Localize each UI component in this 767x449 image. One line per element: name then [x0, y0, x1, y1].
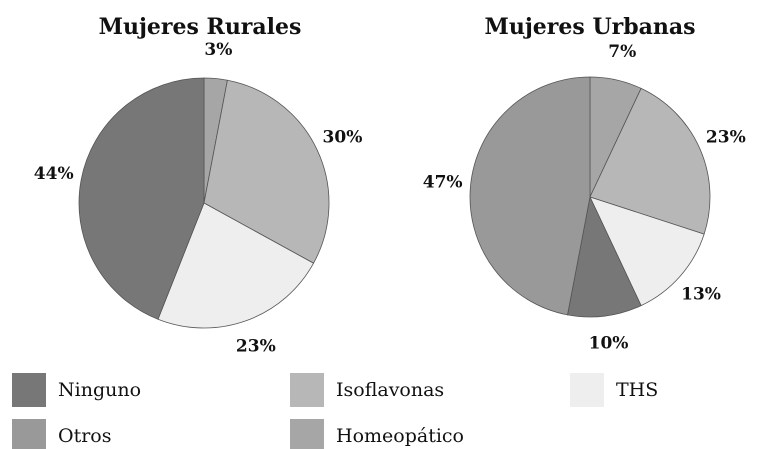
legend-swatch — [12, 373, 46, 407]
chart-title: Mujeres Urbanas — [485, 14, 696, 40]
pie-slice — [203, 79, 330, 264]
legend-swatch — [570, 373, 604, 407]
data-label: 47% — [423, 173, 463, 193]
legend-label: Homeopático — [336, 425, 464, 447]
legend-label: Ninguno — [58, 379, 141, 401]
legend-label: Isoflavonas — [336, 379, 444, 401]
pie-slice — [567, 195, 642, 318]
pie-slice — [589, 87, 711, 235]
pie-slice — [469, 76, 591, 316]
chart-title: Mujeres Rurales — [99, 14, 302, 40]
data-label: 44% — [34, 164, 74, 184]
legend-label: Otros — [58, 425, 111, 447]
pie-slice — [157, 202, 315, 329]
data-label: 13% — [681, 284, 721, 304]
legend-swatch — [290, 373, 324, 407]
data-label: 7% — [608, 42, 636, 62]
data-label: 30% — [323, 127, 363, 147]
data-label: 10% — [589, 333, 629, 353]
data-label: 23% — [236, 336, 276, 356]
legend-label: THS — [616, 379, 658, 401]
legend-swatch — [12, 419, 46, 449]
legend-swatch — [290, 419, 324, 449]
pie-slice — [589, 196, 705, 307]
data-label: 3% — [204, 40, 232, 60]
data-label: 23% — [706, 128, 746, 148]
pie-slice — [78, 77, 205, 320]
